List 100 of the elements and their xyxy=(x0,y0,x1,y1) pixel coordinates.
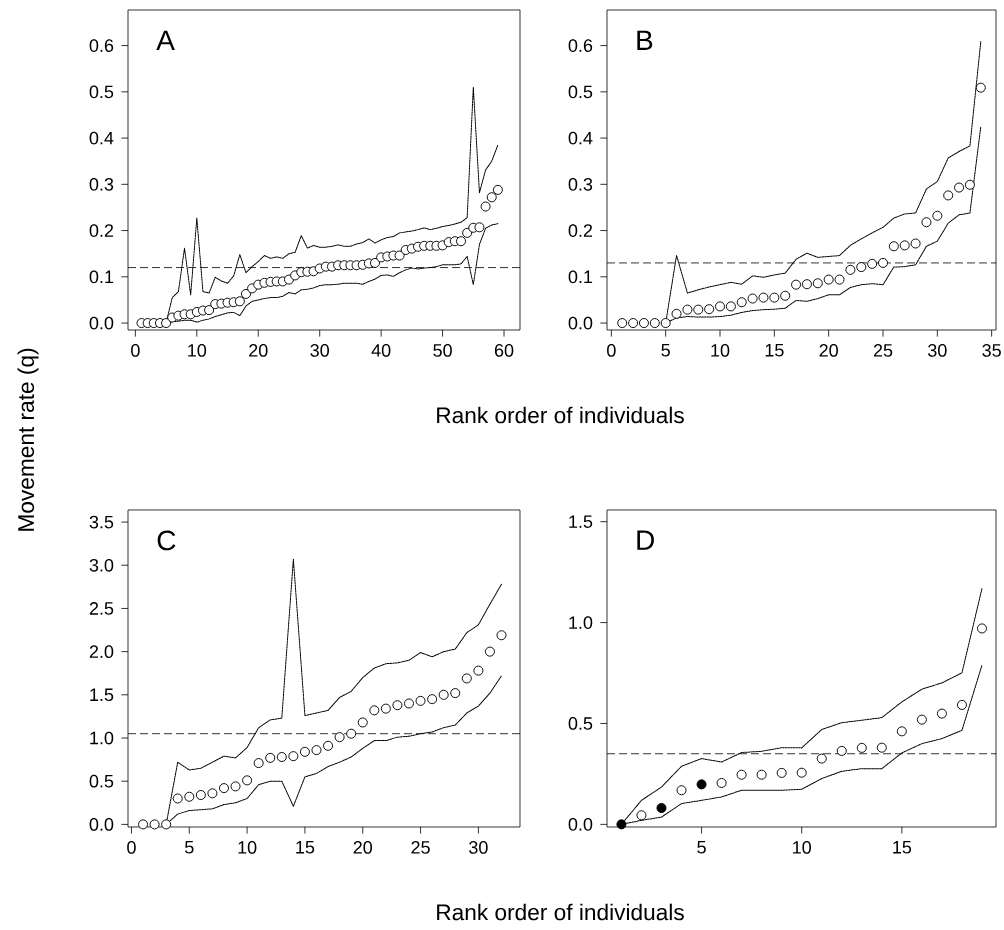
annotation: A xyxy=(156,30,175,50)
x-axis-title: Rank order of individuals xyxy=(437,903,684,921)
point xyxy=(812,278,823,289)
point xyxy=(910,238,921,249)
y-tick-label: 1.5 xyxy=(90,688,114,702)
x-tick-label: 15 xyxy=(893,841,912,854)
y-tick-label: 2.0 xyxy=(89,645,114,658)
point xyxy=(834,274,845,285)
point xyxy=(438,689,449,700)
point xyxy=(161,318,172,329)
y-tick-label: 1.5 xyxy=(569,515,593,528)
point xyxy=(288,751,299,762)
point xyxy=(195,790,206,801)
y-tick-label: 2.5 xyxy=(89,602,114,615)
point xyxy=(392,700,403,711)
x-tick-label: 20 xyxy=(249,344,268,357)
x-tick-label: 5 xyxy=(661,344,670,357)
point xyxy=(856,742,867,753)
y-tick-label: 0.2 xyxy=(89,224,114,237)
point xyxy=(149,819,160,830)
point xyxy=(816,753,827,764)
point xyxy=(823,274,834,285)
point xyxy=(357,717,368,728)
y-tick-label: 0.0 xyxy=(89,818,114,831)
y-tick-label: 0.1 xyxy=(89,270,114,284)
point xyxy=(492,184,503,195)
point xyxy=(896,726,907,737)
x-tick-label: 30 xyxy=(469,841,488,854)
point xyxy=(369,705,380,716)
point xyxy=(616,819,627,830)
x-tick-label: 0 xyxy=(607,344,616,357)
point xyxy=(876,742,887,753)
point xyxy=(716,777,727,788)
point xyxy=(638,318,649,329)
point xyxy=(888,241,899,252)
x-tick-label: 35 xyxy=(982,344,1001,357)
point xyxy=(207,788,218,799)
y-tick-label: 0.4 xyxy=(89,131,114,145)
point xyxy=(323,740,334,751)
point xyxy=(660,318,671,329)
y-tick-label: 1.0 xyxy=(569,616,593,629)
point xyxy=(403,698,414,709)
x-tick-label: 10 xyxy=(711,344,730,357)
y-tick-label: 0.2 xyxy=(568,224,593,237)
point xyxy=(836,745,847,756)
point xyxy=(676,785,687,796)
point xyxy=(715,301,726,312)
point xyxy=(976,623,987,634)
point xyxy=(956,699,967,710)
y-tick-label: 3.0 xyxy=(89,558,114,572)
point xyxy=(218,783,229,794)
x-tick-label: 15 xyxy=(296,841,315,854)
y-tick-label: 0.3 xyxy=(568,177,593,191)
point xyxy=(461,673,472,684)
y-tick-label: 0.0 xyxy=(568,817,593,831)
point xyxy=(747,293,758,304)
x-tick-label: 10 xyxy=(188,344,207,357)
point xyxy=(756,769,767,780)
point xyxy=(867,258,878,269)
x-tick-label: 0 xyxy=(131,344,140,357)
point xyxy=(253,758,264,769)
point xyxy=(780,290,791,301)
point xyxy=(380,703,391,714)
x-tick-label: 30 xyxy=(310,344,330,357)
point xyxy=(704,304,715,315)
point xyxy=(496,630,507,641)
point xyxy=(299,746,310,757)
point xyxy=(456,236,467,247)
point xyxy=(265,752,276,763)
point xyxy=(796,767,807,778)
point xyxy=(921,217,932,228)
point xyxy=(617,318,628,329)
point xyxy=(172,793,183,804)
point xyxy=(474,222,485,233)
point xyxy=(346,728,357,739)
point xyxy=(240,288,251,299)
point xyxy=(484,646,495,657)
y-tick-label: 0.5 xyxy=(568,85,593,99)
point xyxy=(370,257,380,268)
x-tick-label: 5 xyxy=(184,841,194,854)
point xyxy=(161,819,172,830)
y-tick-label: 0.0 xyxy=(89,316,114,330)
point xyxy=(801,279,812,290)
point xyxy=(450,688,461,699)
x-tick-label: 25 xyxy=(411,841,430,854)
y-tick-label: 0.5 xyxy=(568,717,593,730)
point xyxy=(964,179,975,190)
point xyxy=(628,318,639,329)
point xyxy=(242,775,253,786)
annotation: B xyxy=(637,30,653,50)
annotation: D xyxy=(637,530,654,550)
x-tick-label: 0 xyxy=(127,841,136,854)
x-tick-label: 20 xyxy=(353,841,373,854)
point xyxy=(473,665,484,676)
point xyxy=(769,292,780,303)
point xyxy=(334,732,345,743)
point xyxy=(776,767,787,778)
x-tick-label: 40 xyxy=(371,344,391,357)
point xyxy=(230,781,241,792)
point xyxy=(693,304,704,315)
